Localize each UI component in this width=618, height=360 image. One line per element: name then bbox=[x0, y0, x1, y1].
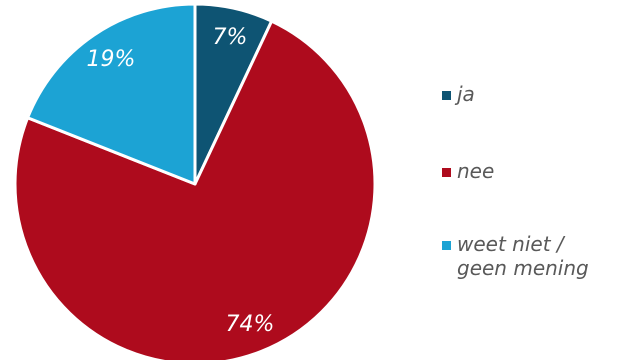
legend-swatch-ja bbox=[442, 91, 451, 100]
legend-label-weet-niet: weet niet / geen mening bbox=[457, 232, 589, 280]
pie-data-label-weet-niet-geen-mening: 19% bbox=[87, 47, 136, 72]
pie-data-label-nee: 74% bbox=[226, 312, 275, 337]
legend-item-ja: ja bbox=[442, 82, 475, 106]
pie-slice-weet-niet-geen-mening bbox=[26, 2, 197, 186]
legend-item-weet-niet: weet niet / geen mening bbox=[442, 232, 589, 280]
pie-data-label-ja: 7% bbox=[213, 25, 248, 50]
pie-slice-nee bbox=[13, 19, 377, 360]
legend-swatch-nee bbox=[442, 168, 451, 177]
legend-item-nee: nee bbox=[442, 159, 494, 183]
legend-label-ja: ja bbox=[457, 82, 475, 106]
legend-label-nee: nee bbox=[457, 159, 495, 183]
legend-swatch-weet-niet bbox=[442, 241, 451, 250]
